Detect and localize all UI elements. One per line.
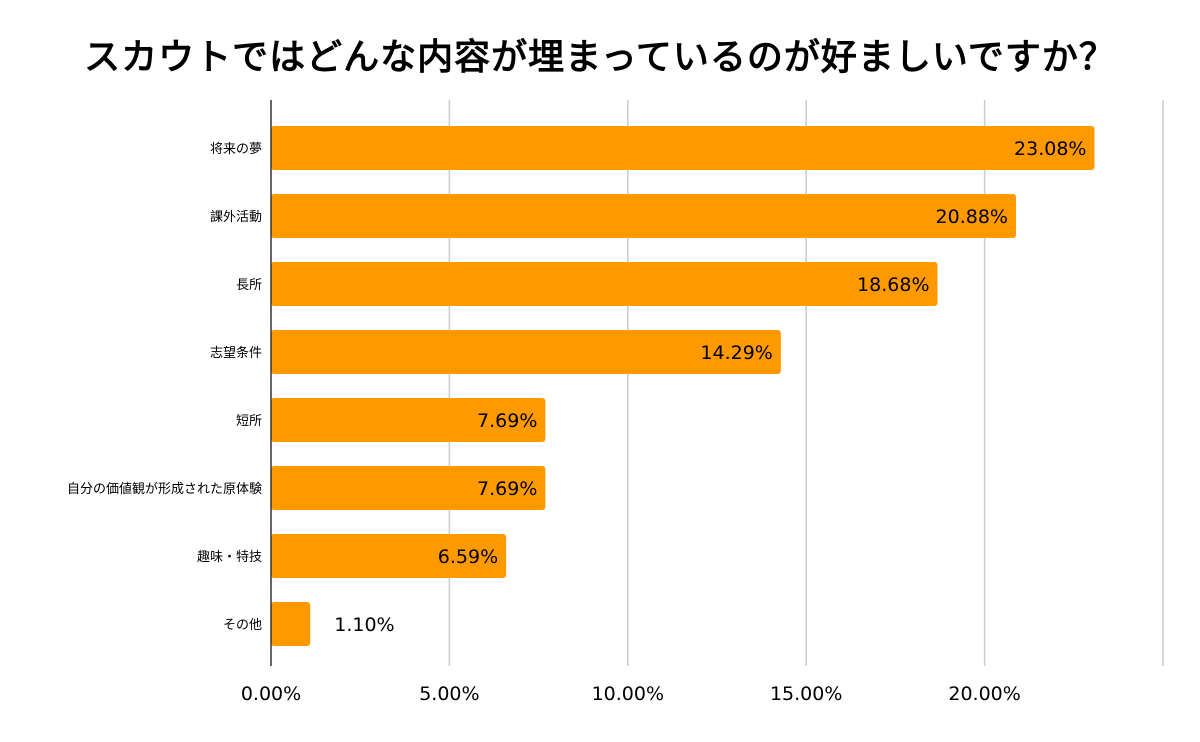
category-label-2: 課外活動 [210,209,262,225]
category-label-1: 将来の夢 [210,142,262,157]
x-tick-label-3: 10.00% [592,683,664,705]
x-tick-label-4: 15.00% [770,683,842,705]
bar-7 [271,534,507,578]
value-label-6: 7.69% [477,478,537,500]
value-label-5: 7.69% [477,410,537,432]
x-tick-label-2: 5.00% [419,683,479,705]
value-label-4: 14.29% [700,342,772,364]
x-tick-label-1: 0.00% [241,683,301,705]
category-label-7: 趣味・特技 [197,550,262,565]
value-label-3: 18.68% [857,274,929,296]
chart-title: スカウトではどんな内容が埋まっているのが好ましいですか？ [84,37,1116,78]
bar-3 [271,262,938,306]
category-label-4: 志望条件 [210,345,262,361]
bar-8 [271,602,311,646]
bar-2 [271,194,1016,238]
value-label-2: 20.88% [936,206,1008,228]
x-tick-label-5: 20.00% [948,683,1020,705]
category-label-3: 長所 [236,278,262,293]
value-label-8: 1.10% [334,614,394,636]
bar-4 [271,330,781,374]
category-label-6: 自分の価値観が形成された原体験 [67,481,262,497]
category-label-8: その他 [223,618,262,633]
bar-6 [271,466,546,510]
category-label-5: 短所 [236,414,262,429]
bar-1 [271,126,1095,170]
bar-5 [271,398,546,442]
value-label-7: 6.59% [438,546,498,568]
value-label-1: 23.08% [1014,138,1086,160]
